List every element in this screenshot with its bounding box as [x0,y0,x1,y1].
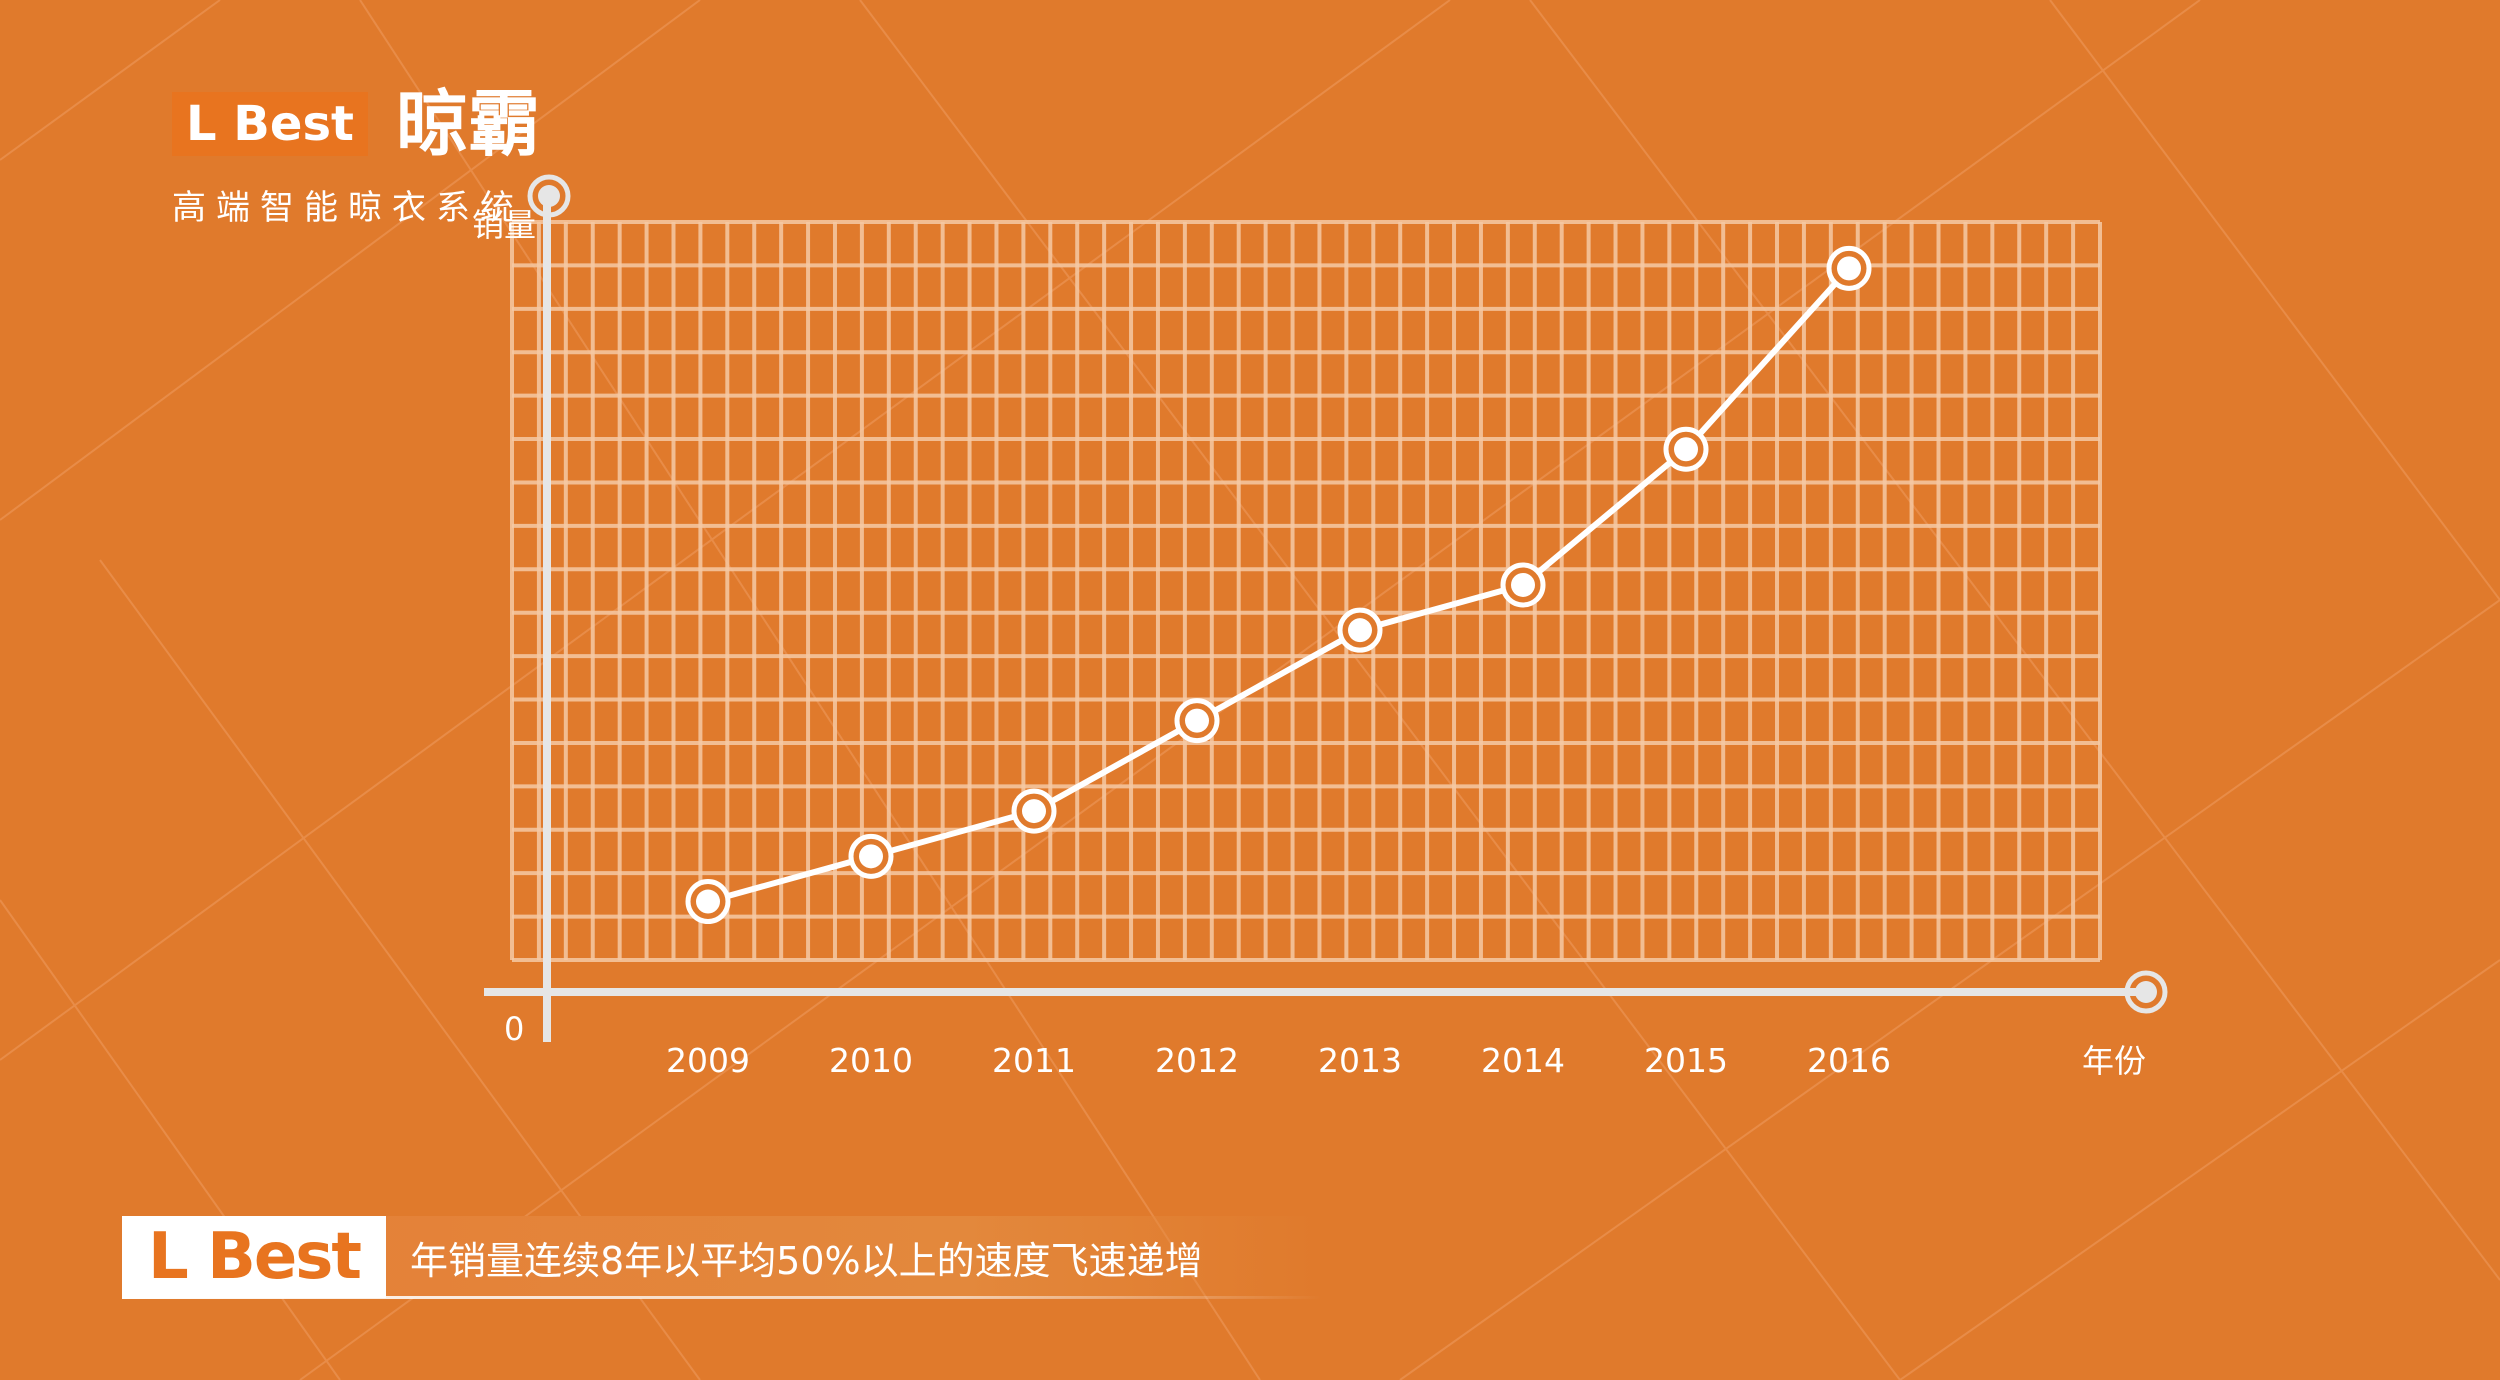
x-tick-label-2015: 2015 [1644,1041,1728,1080]
y-origin-label: 0 [504,1010,524,1048]
x-tick-label-2012: 2012 [1155,1041,1239,1080]
data-point-2014 [1500,562,1546,608]
data-point-2011 [1011,788,1057,834]
y-axis-label: 销量 [472,206,536,244]
data-point-2016 [1826,245,1872,291]
x-tick-label-2011: 2011 [992,1041,1076,1080]
brand-logo-text: L Best [172,92,368,156]
x-axis-end-marker [2124,970,2168,1014]
x-tick-label-2013: 2013 [1318,1041,1402,1080]
data-point-2009 [685,879,731,925]
caption-underline [122,1296,1322,1299]
y-axis-end-marker [527,174,571,218]
caption-logo: L Best [122,1216,386,1298]
brand-logo: L Best 晾霸 [172,88,540,160]
caption-text: 年销量连续8年以平均50%以上的速度飞速递增 [410,1238,1203,1283]
data-point-2010 [848,833,894,879]
x-tick-label-2009: 2009 [666,1041,750,1080]
chart-axes [484,174,2168,1042]
series-line [707,266,1852,905]
x-tick-labels: 2009 2010 2011 2012 2013 2014 2015 2016 [666,1041,1891,1080]
brand-tagline: 高端智能晾衣系统 [172,188,524,228]
caption-bar: L Best 年销量连续8年以平均50%以上的速度飞速递增 [122,1216,1322,1298]
x-tick-label-2016: 2016 [1807,1041,1891,1080]
series-group [685,245,1872,925]
x-axis-label: 年份 [2082,1042,2146,1080]
data-point-2012 [1174,698,1220,744]
brand-logo-cn: 晾霸 [395,81,540,166]
chart-grid [510,220,2102,962]
data-point-2015 [1663,426,1709,472]
data-point-2013 [1337,607,1383,653]
x-tick-label-2014: 2014 [1481,1041,1565,1080]
x-tick-label-2010: 2010 [829,1041,913,1080]
